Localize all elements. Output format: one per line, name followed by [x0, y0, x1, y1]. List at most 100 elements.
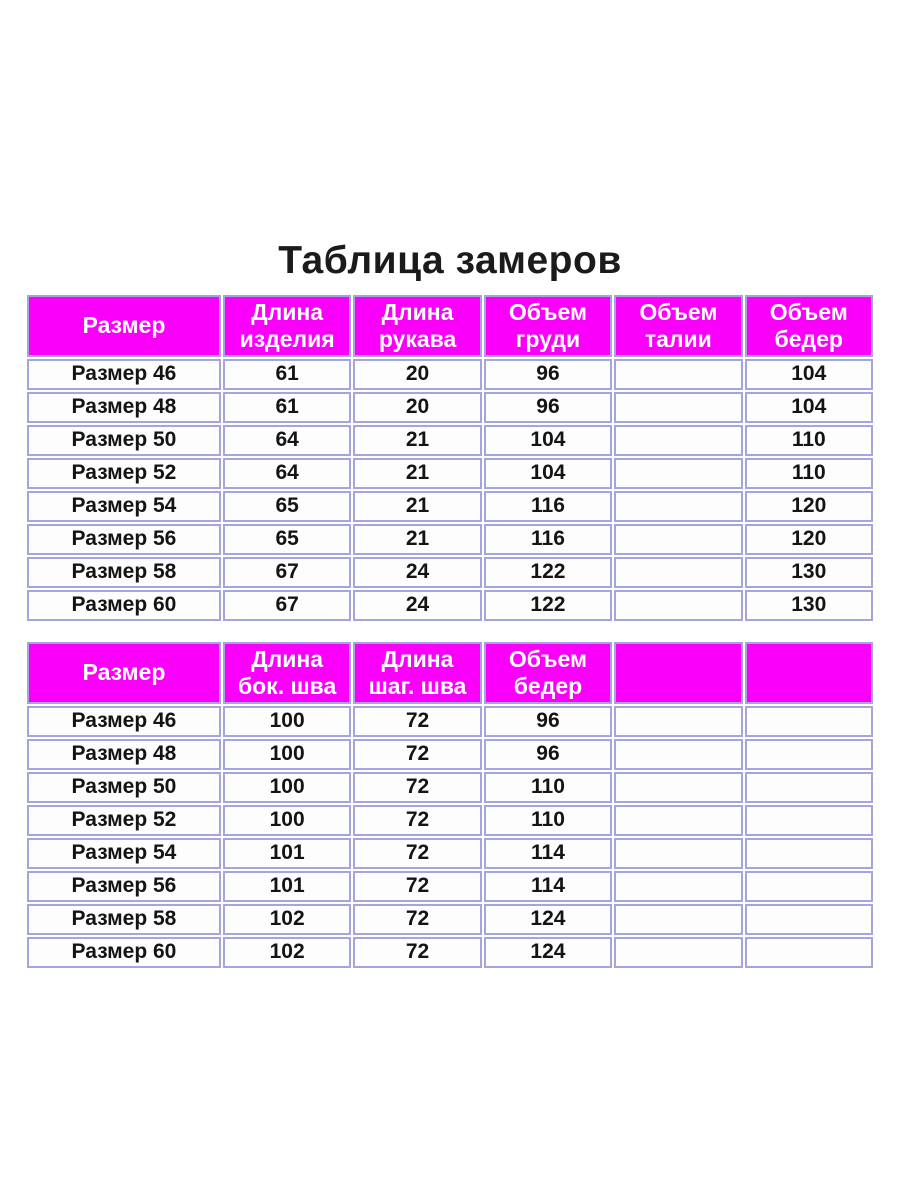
measurement-cell: 21 — [353, 424, 482, 456]
column-header: Длина бок. шва — [222, 641, 352, 704]
row-size-label: Размер 56 — [27, 870, 221, 902]
measurement-cell — [614, 738, 743, 770]
measurement-cell: 64 — [222, 457, 352, 489]
column-header: Размер — [27, 641, 221, 704]
measurement-cell: 110 — [483, 771, 613, 803]
table-row: Размер 46 100 72 96 — [27, 705, 873, 737]
measurement-cell: 100 — [222, 771, 352, 803]
row-size-label: Размер 60 — [27, 589, 221, 621]
measurement-cell: 96 — [483, 358, 613, 390]
measurement-cell — [614, 589, 743, 621]
table-row: Размер 50 64 21 104 110 — [27, 424, 873, 456]
row-size-label: Размер 48 — [27, 738, 221, 770]
measurement-cell — [744, 870, 873, 902]
column-header: Объем талии — [614, 294, 743, 357]
measurement-cell — [614, 771, 743, 803]
measurement-cell: 116 — [483, 523, 613, 555]
measurement-cell: 72 — [353, 837, 482, 869]
measurement-cell: 120 — [744, 490, 873, 522]
measurement-cell: 72 — [353, 771, 482, 803]
column-header: Длина шаг. шва — [353, 641, 482, 704]
column-header: Длина изделия — [222, 294, 352, 357]
measurement-cell: 67 — [222, 556, 352, 588]
page: Таблица замеров Размер Длина изделия Длина… — [25, 239, 875, 968]
measurement-cell: 110 — [744, 457, 873, 489]
measurement-cell: 130 — [744, 556, 873, 588]
measurement-cell: 65 — [222, 490, 352, 522]
measurement-cell — [614, 705, 743, 737]
table-row: Размер 58 102 72 124 — [27, 903, 873, 935]
row-size-label: Размер 58 — [27, 556, 221, 588]
measurement-cell: 72 — [353, 804, 482, 836]
measurement-cell — [744, 837, 873, 869]
measurement-cell: 61 — [222, 391, 352, 423]
measurement-cell — [614, 837, 743, 869]
measurement-cell: 130 — [744, 589, 873, 621]
measurement-cell: 102 — [222, 903, 352, 935]
row-size-label: Размер 48 — [27, 391, 221, 423]
column-header: Объем груди — [483, 294, 613, 357]
column-header: Объем бедер — [483, 641, 613, 704]
measurement-cell: 114 — [483, 870, 613, 902]
table-row: Размер 60 67 24 122 130 — [27, 589, 873, 621]
table-row: Размер 52 100 72 110 — [27, 804, 873, 836]
table-row: Размер 48 100 72 96 — [27, 738, 873, 770]
table-row: Размер 54 101 72 114 — [27, 837, 873, 869]
measurement-cell: 24 — [353, 556, 482, 588]
table-row: Размер 48 61 20 96 104 — [27, 391, 873, 423]
measurement-cell: 72 — [353, 705, 482, 737]
measurement-cell: 21 — [353, 490, 482, 522]
table-row: Размер 60 102 72 124 — [27, 936, 873, 968]
header-row: Размер Длина бок. шва Длина шаг. шва Объем … — [27, 641, 873, 704]
measurement-cell — [744, 936, 873, 968]
measurement-cell — [744, 903, 873, 935]
row-size-label: Размер 46 — [27, 358, 221, 390]
measurement-cell: 104 — [483, 457, 613, 489]
measurement-cell — [614, 523, 743, 555]
measurement-cell: 114 — [483, 837, 613, 869]
row-size-label: Размер 52 — [27, 457, 221, 489]
row-size-label: Размер 58 — [27, 903, 221, 935]
measurements-table-top: Размер Длина изделия Длина рукава Объем гру… — [25, 293, 875, 623]
measurement-cell — [614, 903, 743, 935]
measurement-cell: 116 — [483, 490, 613, 522]
table-row: Размер 54 65 21 116 120 — [27, 490, 873, 522]
row-size-label: Размер 50 — [27, 424, 221, 456]
measurement-cell: 104 — [744, 391, 873, 423]
measurement-cell — [744, 804, 873, 836]
measurement-cell: 65 — [222, 523, 352, 555]
measurement-cell — [614, 457, 743, 489]
measurement-cell: 104 — [744, 358, 873, 390]
table-row: Размер 50 100 72 110 — [27, 771, 873, 803]
measurement-cell: 64 — [222, 424, 352, 456]
column-header: Длина рукава — [353, 294, 482, 357]
measurement-cell: 101 — [222, 837, 352, 869]
measurement-cell: 102 — [222, 936, 352, 968]
measurement-cell — [614, 936, 743, 968]
measurement-cell — [614, 556, 743, 588]
measurement-cell: 110 — [744, 424, 873, 456]
column-header — [744, 641, 873, 704]
measurement-cell: 110 — [483, 804, 613, 836]
row-size-label: Размер 54 — [27, 837, 221, 869]
table-row: Размер 56 101 72 114 — [27, 870, 873, 902]
measurement-cell: 72 — [353, 936, 482, 968]
measurement-cell: 124 — [483, 903, 613, 935]
row-size-label: Размер 50 — [27, 771, 221, 803]
measurement-cell: 104 — [483, 424, 613, 456]
table-row: Размер 58 67 24 122 130 — [27, 556, 873, 588]
measurement-cell: 72 — [353, 903, 482, 935]
row-size-label: Размер 56 — [27, 523, 221, 555]
measurement-cell — [744, 738, 873, 770]
row-size-label: Размер 46 — [27, 705, 221, 737]
measurement-cell: 20 — [353, 358, 482, 390]
measurement-cell — [744, 705, 873, 737]
measurement-cell: 120 — [744, 523, 873, 555]
measurement-cell: 124 — [483, 936, 613, 968]
measurement-cell: 72 — [353, 738, 482, 770]
measurement-cell — [614, 358, 743, 390]
column-header — [614, 641, 743, 704]
measurement-cell: 61 — [222, 358, 352, 390]
measurement-cell — [614, 391, 743, 423]
row-size-label: Размер 54 — [27, 490, 221, 522]
